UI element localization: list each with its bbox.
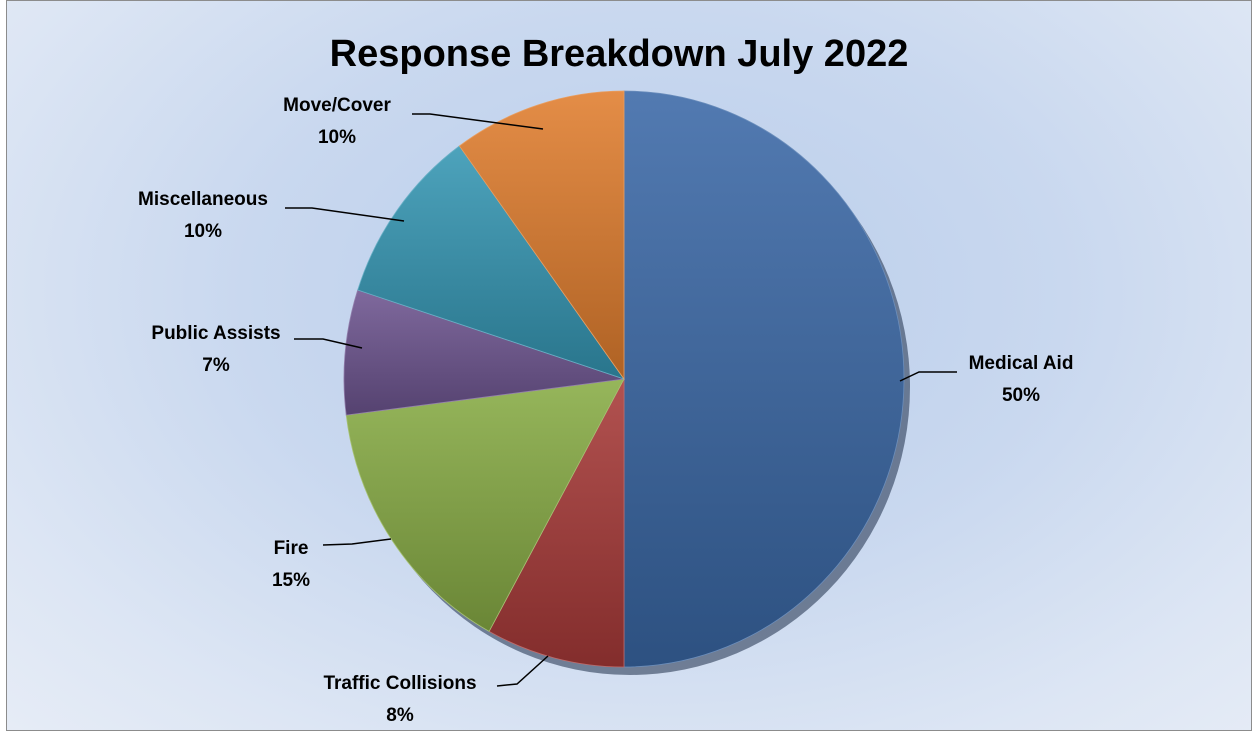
pie-slice-traffic-collisions [488,378,625,668]
slice-percent-label: 15% [272,570,310,591]
slice-label: Fire [274,538,309,559]
slice-label: Move/Cover [283,95,391,116]
slice-percent-label: 10% [318,127,356,148]
slice-label: Traffic Collisions [323,673,476,694]
chart-title: Response Breakdown July 2022 [330,33,909,75]
slice-percent-label: 7% [202,355,230,376]
slice-label: Public Assists [151,323,280,344]
pie-slice-public-assists [343,289,625,416]
leader-line [285,207,405,222]
leader-line [322,538,392,546]
leader-line [496,655,549,687]
leader-lines [285,113,957,687]
leader-line [294,338,363,349]
pie-slice-move-cover [458,90,625,381]
slice-label: Medical Aid [969,353,1074,374]
leader-line [412,113,544,130]
slice-percent-label: 8% [386,705,414,726]
slice-labels: Medical Aid 50% Traffic Collisions 8% Fire 15… [138,95,1073,726]
slice-percent-label: 10% [184,221,222,242]
leader-line [899,371,957,382]
pie-slice-medical-aid [623,90,905,668]
slice-percent-label: 50% [1002,385,1040,406]
pie-slice-miscellaneous [357,145,626,380]
pie-slice-fire [345,378,625,632]
slice-label: Miscellaneous [138,189,268,210]
pie-chart: Response Breakdown July 2022 Medical Aid… [138,33,1073,726]
chart-area: Response Breakdown July 2022 Medical Aid… [6,0,1252,731]
pie-slices [343,90,905,668]
